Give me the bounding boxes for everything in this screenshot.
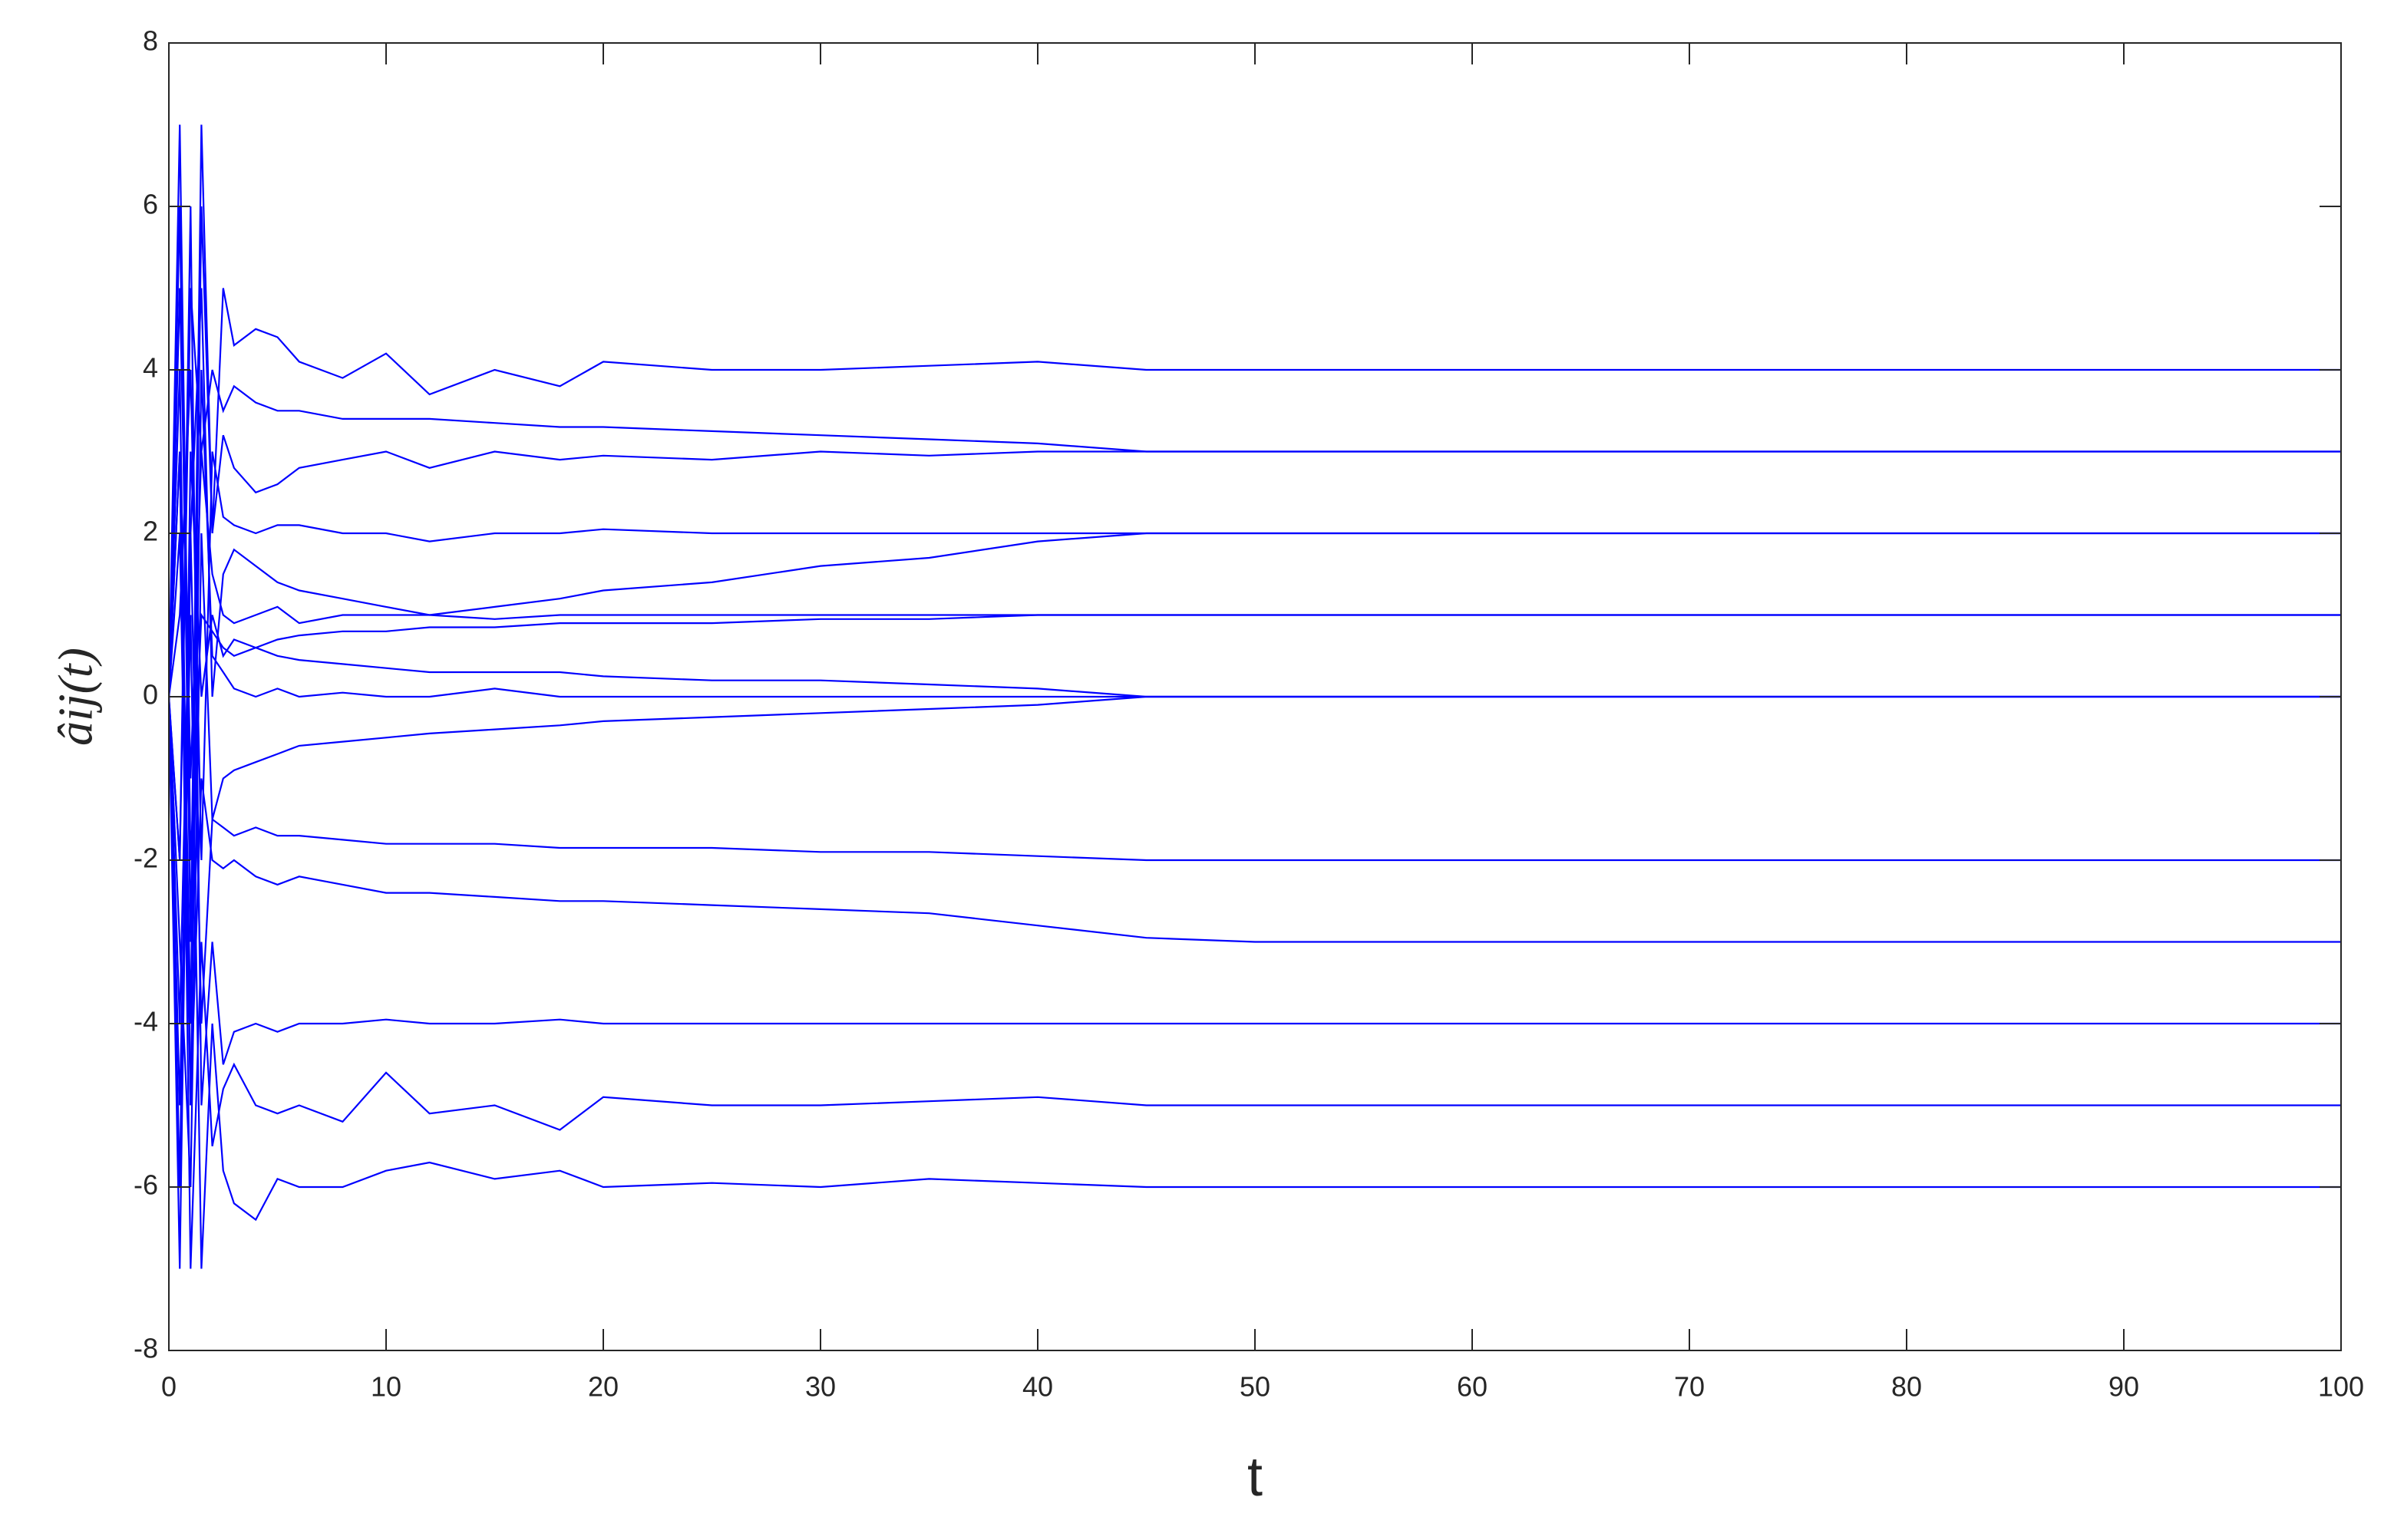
y-tick-label: -8 [134,1333,158,1364]
plot-lines [169,124,2341,1269]
series-line [169,206,2341,1024]
series-line [169,288,2341,861]
y-tick-label: 0 [143,679,158,711]
x-tick-label: 60 [1457,1371,1488,1403]
y-tick-label: -6 [134,1169,158,1201]
series-line [169,533,2341,1269]
series-line [169,451,2341,1269]
y-tick-label: 4 [143,352,158,384]
x-tick-label: 80 [1891,1371,1922,1403]
series-line [169,124,2341,861]
series-line [169,369,2341,1106]
y-tick-label: 8 [143,25,158,57]
series-line [169,451,2341,1188]
y-tick-label: -4 [134,1006,158,1037]
series-line [169,206,2341,1106]
series-line [169,288,2341,1024]
y-tick-label: 2 [143,516,158,547]
x-tick-label: 90 [2108,1371,2139,1403]
x-tick-label: 30 [805,1371,836,1403]
x-tick-label: 10 [371,1371,401,1403]
y-axis-label: âij(t) [48,648,103,746]
y-tick-label: 6 [143,189,158,220]
x-tick-label: 50 [1240,1371,1270,1403]
series-line [169,369,2341,1106]
x-tick-label: 100 [2318,1371,2364,1403]
x-axis-label: t [1247,1446,1263,1508]
series-line [169,615,2341,1269]
x-tick-label: 0 [161,1371,177,1403]
x-tick-label: 40 [1022,1371,1053,1403]
x-tick-label: 20 [588,1371,619,1403]
x-tick-label: 70 [1674,1371,1705,1403]
y-tick-label: -2 [134,843,158,874]
